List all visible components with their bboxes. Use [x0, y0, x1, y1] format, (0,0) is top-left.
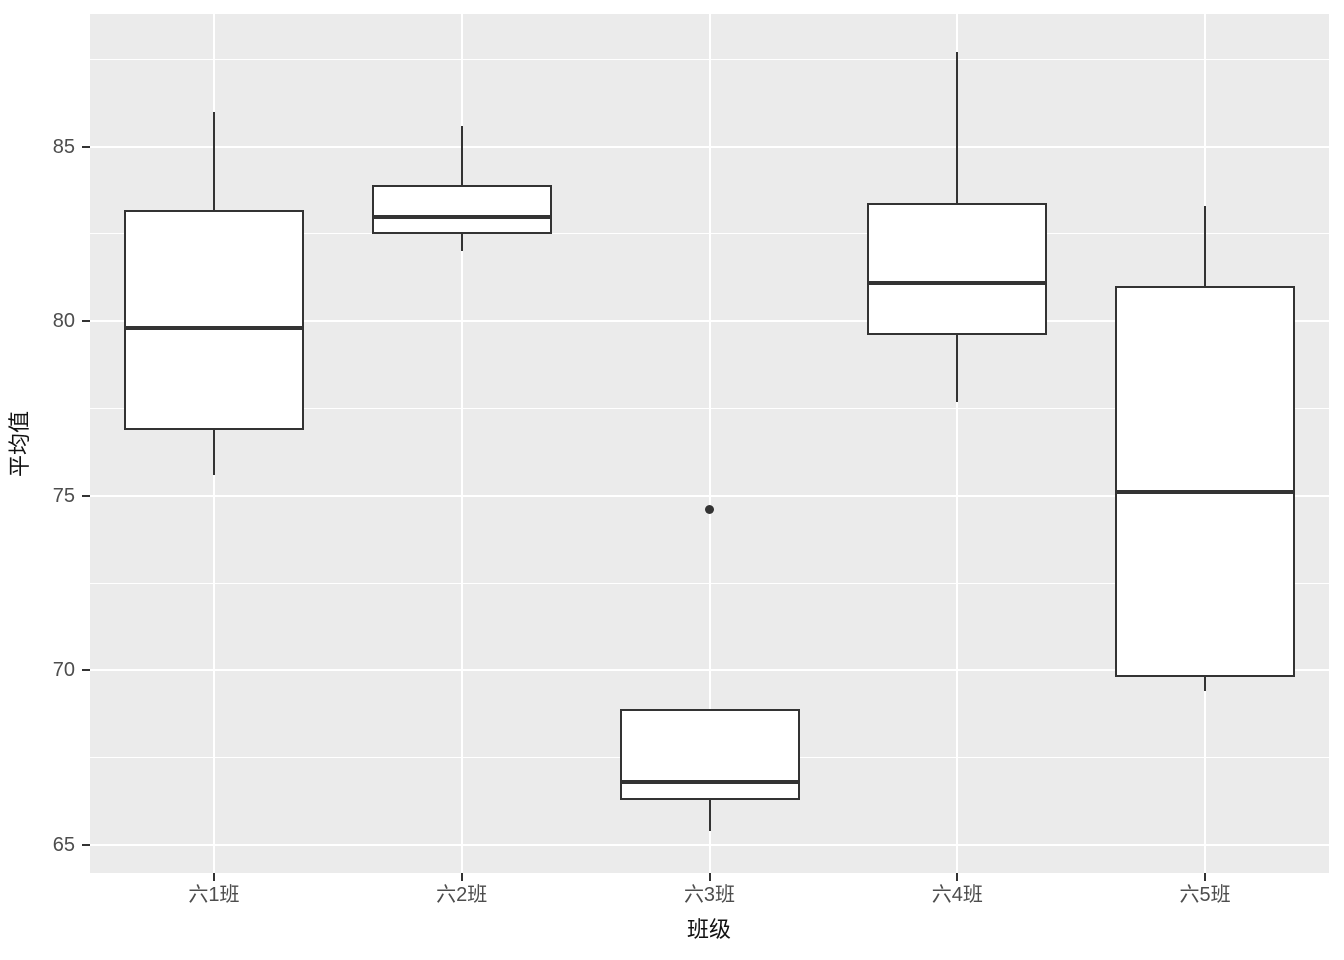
- median-line: [371, 214, 552, 219]
- x-tick-mark: [1204, 873, 1207, 881]
- y-tick-label: 65: [52, 834, 75, 857]
- outlier-point: [705, 505, 714, 515]
- median-line: [867, 280, 1048, 285]
- y-tick-mark: [82, 494, 90, 497]
- box-iqr: [371, 185, 552, 234]
- median-line: [1115, 490, 1296, 495]
- median-line: [619, 780, 800, 785]
- x-tick-label: 六2班: [436, 884, 488, 906]
- y-tick-label: 70: [52, 659, 75, 682]
- y-tick-mark: [82, 844, 90, 847]
- upper-whisker: [956, 52, 959, 203]
- category-gridline: [956, 14, 959, 873]
- x-axis-title: 班级: [686, 917, 731, 942]
- y-tick-mark: [82, 669, 90, 672]
- box-iqr: [867, 202, 1048, 336]
- x-tick-mark: [460, 873, 463, 881]
- upper-whisker: [460, 125, 463, 186]
- lower-whisker: [708, 799, 711, 832]
- category-gridline: [708, 14, 711, 873]
- category-gridline: [460, 14, 463, 873]
- y-tick-label: 85: [52, 135, 75, 158]
- y-tick-label: 80: [52, 310, 75, 333]
- box-iqr: [123, 209, 304, 430]
- lower-whisker: [460, 233, 463, 252]
- box-iqr: [1115, 286, 1296, 678]
- x-tick-label: 六1班: [188, 884, 240, 906]
- x-tick-mark: [708, 873, 711, 881]
- x-tick-label: 六3班: [683, 884, 736, 906]
- y-tick-mark: [82, 145, 90, 148]
- lower-whisker: [212, 429, 215, 475]
- box-iqr: [619, 708, 800, 800]
- x-tick-mark: [212, 873, 215, 881]
- x-tick-mark: [956, 873, 959, 881]
- median-line: [123, 326, 304, 331]
- x-tick-label: 六5班: [1179, 884, 1231, 906]
- lower-whisker: [956, 335, 959, 402]
- upper-whisker: [1204, 206, 1207, 287]
- y-axis-title: 平均值: [7, 411, 32, 478]
- x-tick-label: 六4班: [931, 884, 983, 906]
- upper-whisker: [212, 111, 215, 210]
- plot-panel: [90, 14, 1329, 873]
- y-tick-mark: [82, 320, 90, 323]
- y-tick-label: 75: [52, 484, 75, 507]
- lower-whisker: [1204, 677, 1207, 692]
